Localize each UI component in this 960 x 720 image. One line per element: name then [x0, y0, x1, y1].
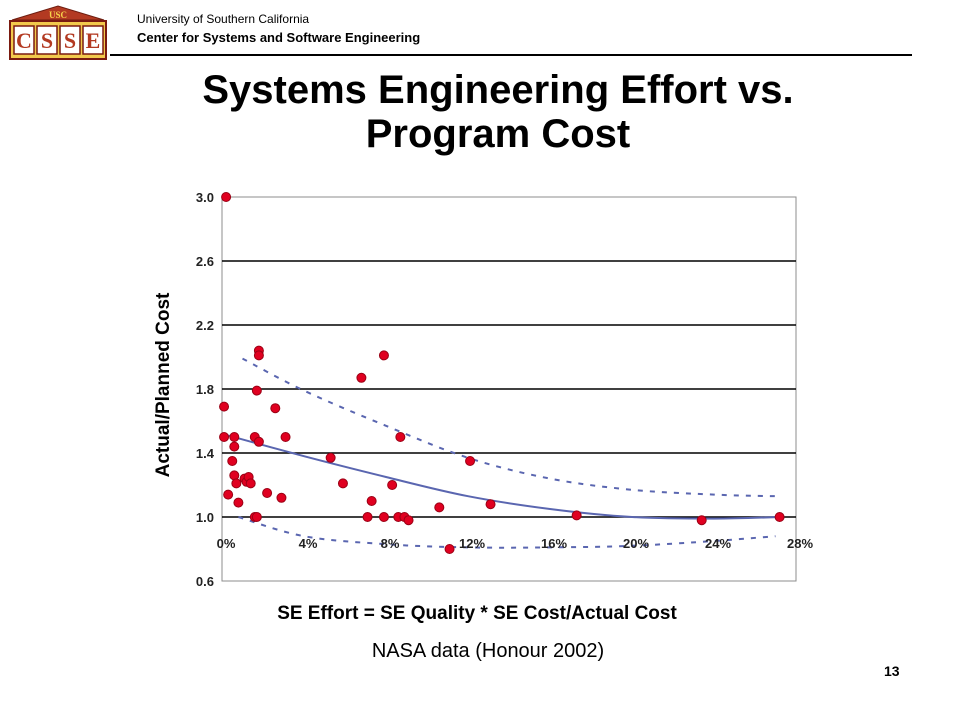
title-line-1: Systems Engineering Effort vs.: [202, 68, 794, 112]
data-point: [395, 432, 406, 442]
data-point: [270, 403, 281, 414]
x-tick-label: 12%: [459, 536, 485, 551]
data-point: [229, 441, 240, 452]
y-tick-labels: 0.6 1.0 1.4 1.8 2.2 2.6 3.0: [196, 190, 215, 589]
x-tick-labels: 0% 4% 8% 12% 16% 20% 24% 28%: [217, 536, 814, 551]
x-tick-label: 24%: [705, 536, 731, 551]
data-point: [366, 496, 377, 506]
center-name: Center for Systems and Software Engineer…: [137, 30, 421, 45]
y-tick-label: 3.0: [196, 190, 214, 205]
source-caption: NASA data (Honour 2002): [371, 640, 605, 662]
svg-text:USC: USC: [49, 10, 67, 20]
y-tick-label: 1.0: [196, 510, 214, 525]
slide-title: Systems Engineering Effort vs. Program C…: [0, 68, 960, 156]
x-axis-label: SE Effort = SE Quality * SE Cost/Actual …: [277, 603, 677, 624]
y-tick-label: 1.4: [196, 446, 215, 461]
logo-letter: S: [64, 28, 76, 53]
data-point: [280, 432, 291, 442]
x-tick-label: 28%: [787, 536, 813, 551]
data-point: [444, 544, 455, 554]
data-point: [223, 489, 234, 500]
data-point: [276, 492, 287, 503]
scatter-chart: 0.6 1.0 1.4 1.8 2.2 2.6 3.0 0% 4% 8% 12% 16% 20% 24%…: [153, 190, 814, 624]
lower-bound-curve: [238, 516, 776, 549]
data-point: [571, 510, 582, 521]
data-point: [231, 478, 242, 489]
data-point: [245, 478, 256, 489]
data-point: [378, 512, 389, 522]
y-tick-label: 1.8: [196, 382, 214, 397]
x-tick-label: 16%: [541, 536, 567, 551]
data-point: [253, 436, 264, 447]
data-point: [227, 456, 238, 466]
data-point: [696, 515, 707, 526]
logo-letter: E: [86, 28, 101, 53]
logo-letter: S: [41, 28, 53, 53]
y-tick-label: 2.2: [196, 318, 214, 333]
data-point: [387, 480, 398, 490]
data-point: [337, 478, 348, 489]
y-axis-label: Actual/Planned Cost: [153, 292, 174, 477]
header-rule: [110, 54, 912, 56]
data-point: [253, 350, 264, 361]
y-tick-label: 2.6: [196, 254, 214, 269]
data-point: [485, 499, 496, 510]
data-point: [221, 192, 232, 202]
data-point: [378, 350, 389, 361]
data-point: [434, 502, 445, 513]
logo-letter: C: [16, 28, 32, 53]
logo-letter-box: [13, 25, 35, 55]
data-point: [251, 385, 262, 396]
data-point: [251, 512, 262, 522]
logo-letter-box: [59, 25, 81, 55]
x-tick-label: 0%: [217, 536, 236, 551]
data-point: [403, 515, 414, 526]
logo-letter-box: [82, 25, 104, 55]
y-tick-label: 0.6: [196, 574, 214, 589]
data-point: [774, 512, 785, 522]
data-point: [233, 497, 244, 508]
data-point: [219, 432, 230, 442]
data-points: [219, 192, 785, 554]
x-tick-label: 20%: [623, 536, 649, 551]
data-point: [356, 372, 367, 383]
title-line-2: Program Cost: [365, 112, 631, 156]
data-point: [219, 401, 230, 412]
data-point: [362, 512, 373, 522]
data-point: [465, 456, 476, 466]
data-point: [229, 432, 240, 442]
x-tick-label: 4%: [299, 536, 318, 551]
data-point: [262, 488, 273, 498]
logo-letter-box: [36, 25, 58, 55]
university-name: University of Southern California: [137, 12, 310, 26]
data-point: [325, 452, 336, 463]
x-tick-label: 8%: [381, 536, 400, 551]
page-number: 13: [884, 663, 900, 679]
